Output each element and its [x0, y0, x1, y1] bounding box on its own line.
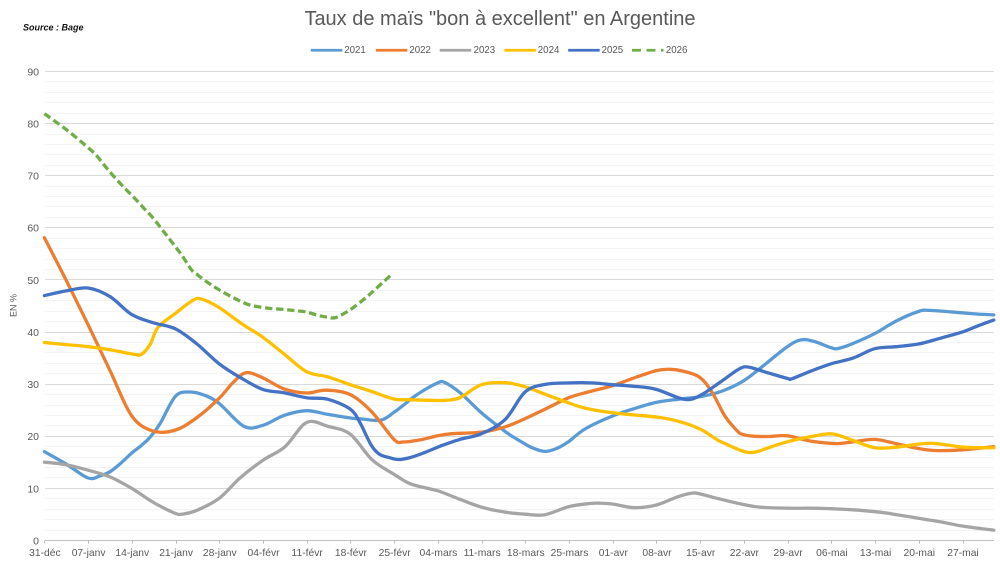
- svg-text:0: 0: [33, 535, 39, 547]
- svg-text:Taux de maïs "bon à excellent": Taux de maïs "bon à excellent" en Argent…: [304, 8, 695, 30]
- svg-text:20: 20: [27, 431, 39, 443]
- svg-text:25-mars: 25-mars: [551, 548, 589, 559]
- svg-text:04-févr: 04-févr: [247, 548, 280, 559]
- svg-text:10: 10: [27, 483, 39, 495]
- svg-text:2024: 2024: [538, 45, 560, 56]
- svg-text:EN %: EN %: [9, 294, 19, 317]
- svg-text:30: 30: [27, 379, 39, 391]
- svg-text:28-janv: 28-janv: [203, 548, 238, 559]
- svg-text:Source : Bage: Source : Bage: [23, 23, 84, 33]
- svg-text:25-févr: 25-févr: [379, 548, 412, 559]
- svg-text:18-mars: 18-mars: [507, 548, 545, 559]
- svg-text:22-avr: 22-avr: [730, 548, 760, 559]
- svg-text:07-janv: 07-janv: [72, 548, 107, 559]
- svg-text:11-févr: 11-févr: [292, 548, 324, 559]
- svg-text:29-avr: 29-avr: [774, 548, 804, 559]
- svg-text:2025: 2025: [602, 45, 624, 56]
- svg-text:27-mai: 27-mai: [947, 548, 978, 559]
- svg-text:2023: 2023: [474, 45, 496, 56]
- svg-text:18-févr: 18-févr: [335, 548, 368, 559]
- svg-text:2022: 2022: [409, 45, 431, 56]
- svg-text:06-mai: 06-mai: [816, 548, 847, 559]
- svg-text:20-mai: 20-mai: [904, 548, 935, 559]
- svg-text:40: 40: [27, 327, 39, 339]
- svg-text:2026: 2026: [666, 45, 688, 56]
- svg-text:31-déc: 31-déc: [29, 548, 60, 559]
- svg-text:50: 50: [27, 275, 39, 287]
- svg-text:15-avr: 15-avr: [686, 548, 716, 559]
- svg-text:21-janv: 21-janv: [159, 548, 194, 559]
- svg-text:13-mai: 13-mai: [860, 548, 891, 559]
- svg-text:80: 80: [27, 119, 39, 131]
- svg-text:04-mars: 04-mars: [420, 548, 458, 559]
- svg-text:2021: 2021: [344, 45, 366, 56]
- svg-text:90: 90: [27, 66, 39, 78]
- svg-text:60: 60: [27, 223, 39, 235]
- svg-text:70: 70: [27, 171, 39, 183]
- svg-text:01-avr: 01-avr: [599, 548, 629, 559]
- svg-text:11-mars: 11-mars: [464, 548, 501, 559]
- svg-text:08-avr: 08-avr: [642, 548, 672, 559]
- svg-text:14-janv: 14-janv: [115, 548, 150, 559]
